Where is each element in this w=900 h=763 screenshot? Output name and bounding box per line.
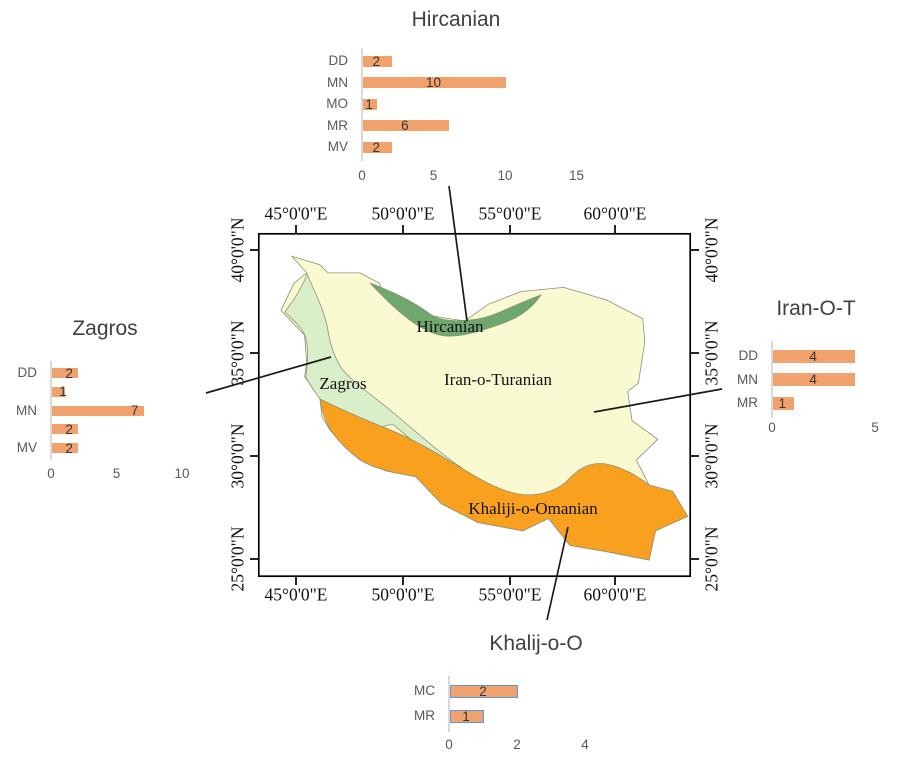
value-label: 2	[65, 365, 73, 381]
map-x-label-bottom-2: 55°0'0"E	[478, 584, 542, 604]
bar-hircanian-MV	[363, 141, 392, 153]
value-label: 1	[778, 395, 787, 411]
chart-title-hircanian: Hircanian	[411, 8, 501, 31]
bar-zagros-MN	[52, 405, 144, 416]
map-x-label-top-3: 60°0'0"E	[583, 203, 647, 224]
category-label: DD	[17, 365, 38, 380]
map-x-label-top-2: 55°0'0"E	[478, 203, 542, 224]
chart-title-zagros: Zagros	[72, 317, 138, 340]
value-axis-line	[771, 341, 773, 418]
value-axis-line	[448, 675, 450, 732]
x-tick-label: 10	[174, 466, 190, 481]
category-label: DD	[738, 348, 759, 363]
value-label: 4	[809, 348, 817, 364]
map-x-label-top-1: 50°0'0"E	[371, 203, 435, 224]
value-label: 2	[372, 139, 381, 155]
chart-title-iran-o-t: Iran-O-T	[776, 297, 856, 320]
map-x-label-top-0: 45°0'0"E	[264, 203, 328, 224]
map-svg	[250, 225, 699, 585]
bar-hircanian-MO	[363, 98, 378, 110]
bar-hircanian-MR	[363, 120, 449, 132]
chart-title-khalij-o-o: Khalij-o-O	[489, 632, 583, 655]
category-label: MC	[414, 683, 435, 698]
x-tick-label: 5	[112, 466, 121, 481]
x-tick-label: 0	[768, 420, 776, 435]
category-label: MV	[16, 440, 37, 456]
value-axis-line	[50, 361, 52, 460]
bar-khalij-o-o-MC	[450, 684, 518, 698]
map-x-label-bottom-3: 60°0'0"E	[583, 584, 647, 604]
value-label: 2	[372, 53, 381, 69]
value-label: 7	[130, 403, 139, 419]
category-label: MO	[326, 96, 348, 112]
category-label: MR	[737, 395, 758, 410]
map-label-iran-o-turanian: Iran-o-Turanian	[444, 370, 552, 389]
value-label: 10	[425, 75, 442, 91]
category-label: MN	[16, 402, 37, 418]
bar-iran-o-t-MN	[773, 373, 856, 386]
category-label	[0, 384, 37, 400]
bar-iran-o-t-DD	[773, 349, 856, 363]
value-label: 1	[59, 384, 67, 400]
category-label: MR	[327, 117, 348, 133]
value-label: 2	[65, 440, 73, 456]
value-label: 4	[809, 372, 817, 387]
map-tick-marks	[250, 225, 699, 585]
bar-hircanian-DD	[363, 55, 392, 67]
value-label: 2	[65, 421, 73, 437]
bar-hircanian-MN	[363, 77, 506, 89]
x-tick-label: 5	[429, 168, 438, 183]
category-label: DD	[328, 53, 349, 68]
bar-zagros-row1	[52, 386, 66, 397]
bar-zagros-MV	[52, 443, 79, 454]
x-tick-label: 0	[445, 737, 453, 752]
category-label: MV	[327, 139, 348, 155]
bar-iran-o-t-MR	[773, 396, 794, 410]
value-label: 1	[462, 708, 470, 724]
region-khaliji-o-omanian	[319, 398, 689, 561]
bar-khalij-o-o-MR	[450, 709, 484, 723]
map-label-hircanian: Hircanian	[416, 317, 484, 336]
bar-zagros-row3	[52, 424, 79, 435]
x-tick-label: 10	[497, 168, 513, 183]
value-label: 6	[401, 118, 409, 134]
map-x-label-bottom-1: 50°0'0"E	[371, 584, 435, 604]
value-label: 2	[479, 683, 487, 699]
value-axis-line	[361, 47, 363, 161]
bar-zagros-DD	[52, 368, 79, 378]
x-tick-label: 0	[47, 466, 55, 481]
map-x-label-bottom-0: 45°0'0"E	[264, 584, 328, 604]
iran-regions-map: Hircanian Zagros Iran-o-Turanian Khaliji…	[227, 204, 721, 605]
category-label	[0, 421, 37, 437]
category-label: MN	[737, 371, 758, 387]
value-label: 1	[365, 96, 373, 112]
x-tick-label: 5	[871, 420, 879, 435]
map-label-khaliji-o-omanian: Khaliji-o-Omanian	[468, 499, 598, 518]
x-tick-label: 0	[358, 168, 366, 183]
x-tick-label: 15	[568, 168, 585, 183]
category-label: MN	[327, 74, 348, 90]
category-label: MR	[414, 708, 435, 723]
x-tick-label: 2	[513, 737, 521, 752]
region-hircanian	[369, 282, 543, 337]
x-tick-label: 4	[581, 737, 589, 752]
